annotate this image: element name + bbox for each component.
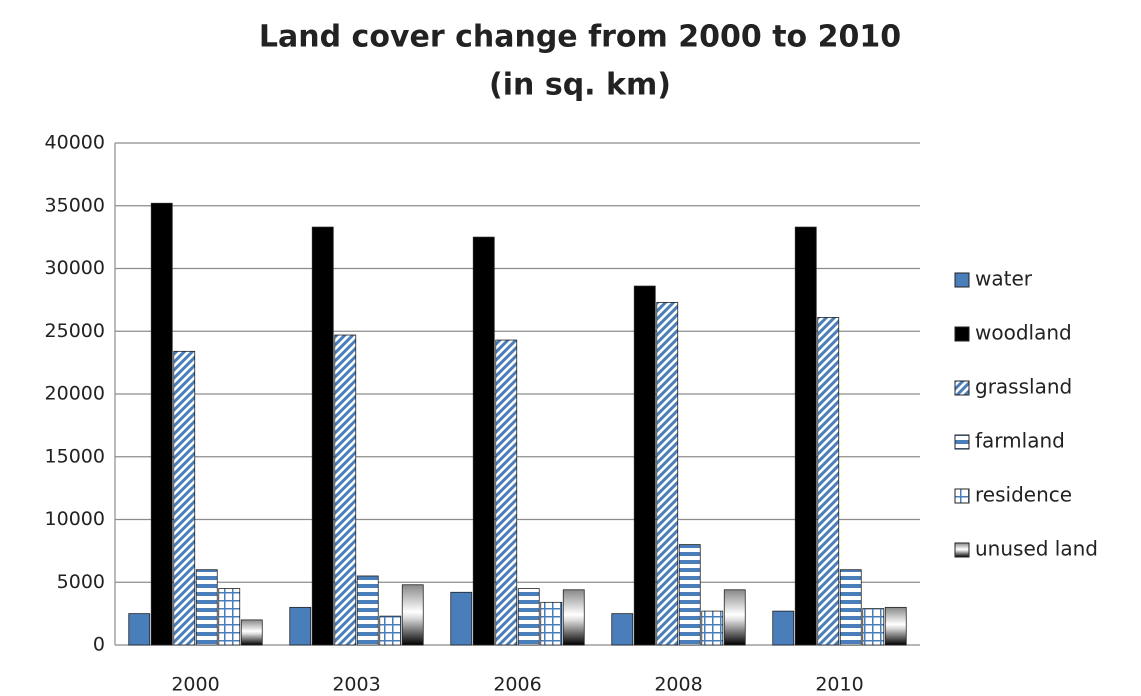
bar <box>173 350 196 646</box>
bar <box>794 226 817 646</box>
chart-title: Land cover change from 2000 to 2010 <box>259 20 901 55</box>
bar <box>450 591 473 646</box>
bar <box>401 584 424 646</box>
bar <box>862 608 885 646</box>
x-tick-label: 2010 <box>815 674 863 696</box>
y-tick-label: 0 <box>93 634 105 656</box>
bar <box>218 588 241 646</box>
y-tick-label: 25000 <box>45 320 105 342</box>
legend-swatch <box>954 542 970 558</box>
y-tick-label: 40000 <box>45 132 105 154</box>
legend-swatch <box>954 272 970 288</box>
bar <box>379 615 402 646</box>
bar <box>839 569 862 646</box>
bar <box>884 606 907 646</box>
y-tick-label: 30000 <box>45 257 105 279</box>
legend-swatch <box>954 488 970 504</box>
bar <box>240 619 263 646</box>
bar <box>334 334 357 646</box>
bar <box>817 317 840 646</box>
bar <box>540 601 563 646</box>
x-tick-label: 2003 <box>332 674 380 696</box>
y-tick-label: 10000 <box>45 508 105 530</box>
x-tick-label: 2000 <box>171 674 219 696</box>
bar <box>472 236 495 646</box>
legend-swatch <box>954 434 970 450</box>
legend-label: unused land <box>975 537 1098 561</box>
chart-subtitle: (in sq. km) <box>489 68 671 103</box>
bar <box>517 588 540 646</box>
bar <box>195 569 218 646</box>
legend-swatch <box>954 326 970 342</box>
bar <box>611 613 634 646</box>
bar <box>289 606 312 646</box>
bar <box>723 589 746 646</box>
bar <box>772 610 795 646</box>
legend-label: farmland <box>975 429 1065 453</box>
legend-swatch <box>954 380 970 396</box>
legend-label: water <box>975 267 1033 291</box>
legend-label: woodland <box>975 321 1072 345</box>
bar <box>150 202 173 646</box>
legend-label: residence <box>975 483 1072 507</box>
bar <box>311 226 334 646</box>
bar <box>701 610 724 646</box>
bar <box>128 613 151 646</box>
y-tick-label: 35000 <box>45 194 105 216</box>
y-tick-label: 20000 <box>45 383 105 405</box>
y-tick-label: 5000 <box>57 571 105 593</box>
x-tick-label: 2006 <box>493 674 541 696</box>
legend-label: grassland <box>975 375 1072 399</box>
y-tick-label: 15000 <box>45 445 105 467</box>
bar <box>356 575 379 646</box>
bar <box>495 339 518 646</box>
bar <box>656 301 679 646</box>
x-tick-label: 2008 <box>654 674 702 696</box>
bar <box>633 285 656 646</box>
bar <box>678 544 701 646</box>
bar <box>562 589 585 646</box>
